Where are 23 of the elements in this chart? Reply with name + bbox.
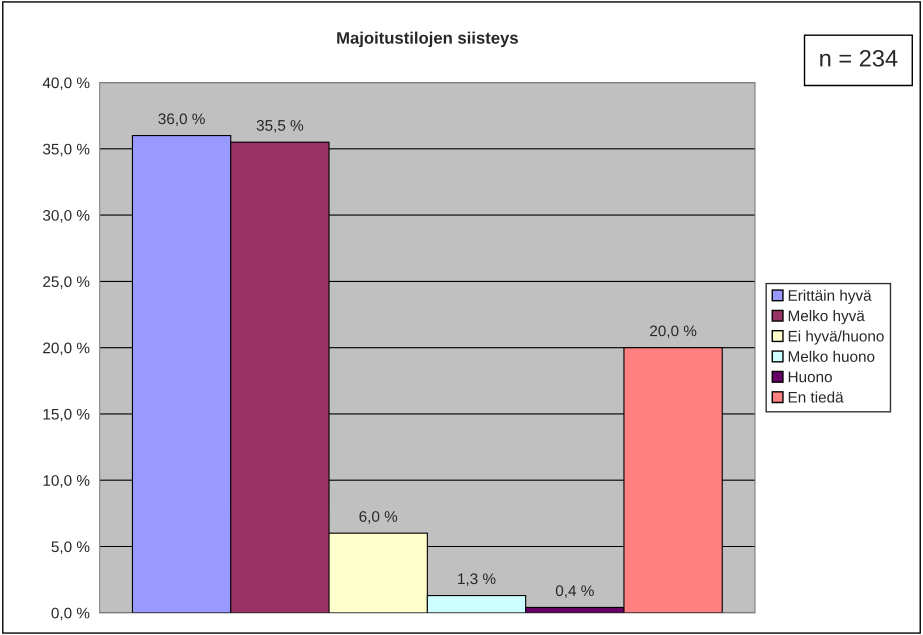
y-tick-label: 0,0 %	[51, 608, 90, 620]
data-label: 36,0 %	[158, 113, 205, 126]
y-tick-label: 25,0 %	[43, 276, 90, 289]
chart-title: Majoitustilojen siisteys	[337, 32, 518, 48]
data-label: 6,0 %	[359, 511, 398, 524]
data-label: 0,4 %	[556, 585, 594, 598]
y-tick-label: 15,0 %	[44, 408, 90, 422]
y-tick-label: 40,0 %	[42, 77, 90, 90]
data-label: 1,3 %	[458, 573, 496, 586]
legend-label: Ei hyvä/huono	[788, 330, 884, 345]
y-tick-label: 20,0 %	[43, 342, 90, 356]
y-tick-label: 30,0 %	[42, 210, 90, 223]
y-tick-label: 35,0 %	[42, 144, 90, 156]
data-label: 20,0 %	[650, 325, 696, 338]
data-label: 35,5 %	[256, 120, 304, 133]
legend-label: Erittäin hyvä	[788, 290, 872, 304]
legend-label: En tiedä	[788, 391, 844, 403]
legend-label: Melko huono	[788, 350, 874, 362]
legend-label: Huono	[788, 372, 832, 382]
text: n = 234	[820, 50, 898, 67]
legend-label: Melko hyvä	[788, 310, 865, 324]
y-tick-label: 5,0 %	[52, 541, 90, 554]
y-tick-label: 10,0 %	[44, 475, 90, 488]
